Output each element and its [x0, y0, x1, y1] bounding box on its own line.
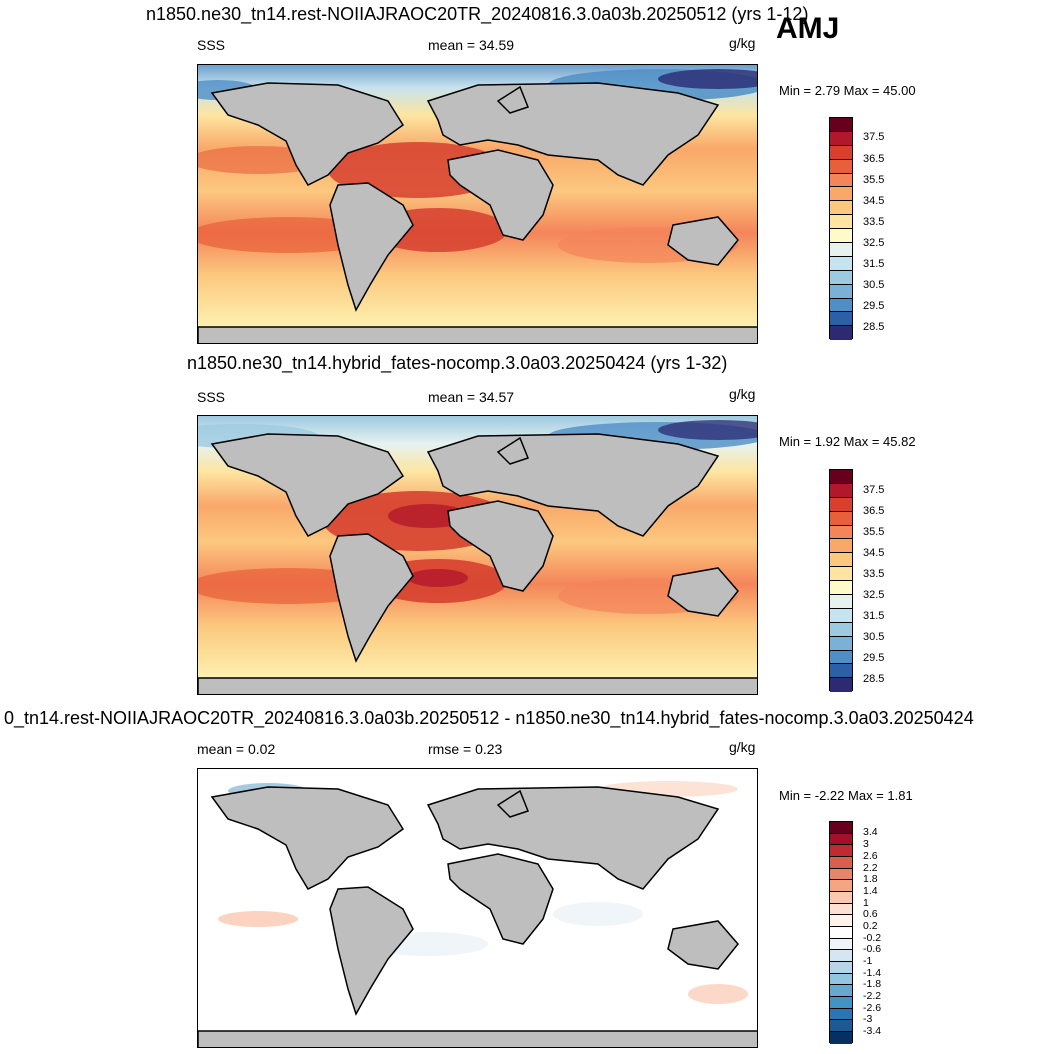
panel2-minmax-label: Min = 1.92 Max = 45.82: [779, 434, 916, 449]
panel1-colorbar-tick: 35.5: [863, 174, 885, 186]
panel1-mean-label: mean = 34.59: [428, 37, 515, 53]
panel3-land: [198, 786, 757, 1047]
panel1-land: [198, 82, 757, 343]
panel3-colorbar-tick: -1.8: [863, 978, 882, 990]
panel3-colorbar-tick: -0.6: [863, 943, 882, 955]
panel3-units-label: g/kg: [729, 739, 756, 755]
panel3-colorbar-tick: 3.4: [863, 826, 878, 838]
panel3-colorbar-tick: -0.2: [863, 932, 882, 944]
panel2-colorbar-tick: 36.5: [863, 505, 885, 517]
panel2-title: n1850.ne30_tn14.hybrid_fates-nocomp.3.0a…: [187, 353, 728, 373]
panel1-map-canvas: [198, 65, 757, 343]
panel1-units-label: g/kg: [729, 35, 756, 51]
panel3-colorbar-tick: -3.4: [863, 1025, 882, 1037]
panel3-colorbar-tick: 1.4: [863, 885, 878, 897]
panel2-colorbar-tick: 29.5: [863, 652, 885, 664]
panel2-colorbar-tick: 30.5: [863, 631, 885, 643]
panel3-colorbar-tick: 2.2: [863, 862, 878, 874]
panel3-colorbar-tick: -1.4: [863, 967, 882, 979]
panel3-colorbar-tick: 1: [863, 897, 869, 909]
panel1-colorbar-tick: 36.5: [863, 153, 885, 165]
panel3-title: 0_tn14.rest-NOIIAJRAOC20TR_20240816.3.0a…: [4, 708, 974, 728]
panel1-variable-label: SSS: [197, 37, 226, 53]
panel3-colorbar-tick: 0.6: [863, 908, 878, 920]
panel1-colorbar-tick: 28.5: [863, 321, 885, 333]
panel3-mean-label: mean = 0.02: [197, 741, 276, 757]
panel2-land: [198, 433, 757, 694]
panel1-colorbar-tick: 30.5: [863, 279, 885, 291]
panel3-colorbar-tick: -3: [863, 1013, 873, 1025]
panel2-colorbar-tick: 33.5: [863, 568, 885, 580]
panel1-title: n1850.ne30_tn14.rest-NOIIAJRAOC20TR_2024…: [146, 4, 809, 24]
panel2-colorbar-tick: 28.5: [863, 673, 885, 685]
panel1-colorbar-tick: 37.5: [863, 131, 885, 143]
panel3-colorbar-tick: 3: [863, 838, 869, 850]
panel2-colorbar-tick: 35.5: [863, 526, 885, 538]
panel2-colorbar: [829, 469, 853, 693]
panel3-map-canvas: [198, 769, 757, 1047]
panel2-variable-label: SSS: [197, 389, 226, 405]
panel2-colorbar-tick: 31.5: [863, 610, 885, 622]
panel3-rmse-label: rmse = 0.23: [428, 741, 503, 757]
panel2-map-canvas: [198, 416, 757, 694]
panel3-colorbar-tick: -2.6: [863, 1002, 882, 1014]
panel2-mean-label: mean = 34.57: [428, 389, 515, 405]
panel1-colorbar-tick: 33.5: [863, 216, 885, 228]
panel3-colorbar-tick: -2.2: [863, 990, 882, 1002]
panel1-colorbar-tick: 29.5: [863, 300, 885, 312]
panel1-minmax-label: Min = 2.79 Max = 45.00: [779, 83, 916, 98]
panel3-colorbar-tick: -1: [863, 955, 873, 967]
panel2-colorbar-tick: 34.5: [863, 547, 885, 559]
panel1-colorbar-tick: 31.5: [863, 258, 885, 270]
panel1-map: [197, 64, 758, 344]
panel3-map: [197, 768, 758, 1048]
panel3-minmax-label: Min = -2.22 Max = 1.81: [779, 788, 913, 803]
panel3-colorbar-tick: 1.8: [863, 873, 878, 885]
panel1-colorbar-tick: 32.5: [863, 237, 885, 249]
season-label: AMJ: [776, 12, 840, 45]
panel2-units-label: g/kg: [729, 386, 756, 402]
panel2-map: [197, 415, 758, 695]
panel3-colorbar-tick: 0.2: [863, 920, 878, 932]
panel2-colorbar-tick: 37.5: [863, 484, 885, 496]
panel1-colorbar-tick: 34.5: [863, 195, 885, 207]
panel3-colorbar-tick: 2.6: [863, 850, 878, 862]
panel2-colorbar-tick: 32.5: [863, 589, 885, 601]
panel1-colorbar: [829, 117, 853, 341]
panel3-colorbar: [829, 821, 853, 1044]
